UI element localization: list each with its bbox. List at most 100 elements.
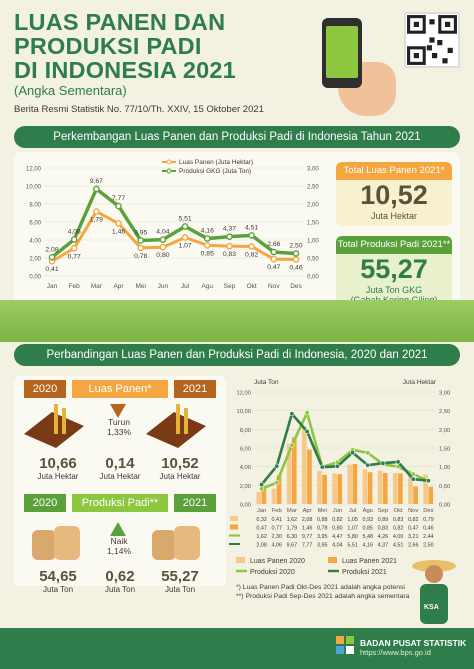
chart1-xtick: Feb: [69, 283, 81, 290]
luas-label: Luas Panen*: [72, 380, 168, 398]
chart2-ytick-left: 12,00: [236, 391, 251, 397]
chart2-point: [380, 460, 386, 466]
chart2-bar: [261, 486, 267, 504]
chart2-xtick: Agu: [363, 508, 373, 514]
chart2-table-cell: 2,50: [423, 543, 434, 549]
chart2-table-cell: 0,46: [423, 526, 434, 532]
chart1-ytick-right: 3,00: [307, 167, 319, 173]
chart2-table-cell: 0,88: [317, 517, 328, 523]
chart1-xtick: Apr: [113, 283, 124, 290]
luas-year-2020: 2020: [24, 380, 66, 398]
chart1-xtick: Jan: [47, 283, 58, 290]
chart2-bar: [347, 464, 353, 504]
chart1-point-luas: [248, 243, 255, 250]
field-2020-icon: [24, 404, 84, 448]
chart2-ytick-left: 8,00: [240, 428, 251, 434]
rice-field-illustration: [0, 300, 474, 342]
chart1-xtick: Sep: [224, 283, 236, 290]
chart2-xtick: Mei: [318, 508, 327, 514]
chart1-label-luas: 0,46: [289, 264, 302, 271]
chart2-ytick-left: 2,00: [240, 484, 251, 490]
chart1-label-luas: 1,79: [90, 217, 103, 224]
chart2-table-cell: 1,05: [347, 517, 358, 523]
chart1-label-luas: 0,82: [245, 251, 258, 258]
bps-url[interactable]: https://www.bps.go.id: [360, 648, 431, 657]
chart2-table-cell: 4,16: [363, 543, 374, 549]
chart1-point-produksi: [248, 232, 255, 239]
title-block: LUAS PANEN DAN PRODUKSI PADI DI INDONESI…: [14, 10, 314, 98]
produksi-2021-value-block: 55,27 Juta Ton: [148, 568, 212, 594]
chart1-point-produksi: [70, 236, 78, 243]
chart2-legend-label: Luas Panen 2021: [342, 558, 397, 565]
chart2-xtick: Apr: [303, 508, 312, 514]
chart2-table-cell: 4,26: [378, 534, 389, 540]
chart2-legend-label: Luas Panen 2020: [250, 558, 305, 565]
chart2-xtick: Jun: [333, 508, 342, 514]
luas-2020-unit: Juta Hektar: [37, 472, 79, 481]
chart1-point-luas: [93, 208, 100, 215]
luas-year-2021: 2021: [174, 380, 216, 398]
chart2-xtick: Mar: [287, 508, 297, 514]
chart1-label-produksi: 4,04: [156, 229, 169, 236]
chart2-bar: [408, 473, 413, 504]
chart2-xtick: Nov: [408, 508, 418, 514]
release-reference: Berita Resmi Statistik No. 77/10/Th. XXI…: [14, 104, 264, 115]
chart2-ytick-right: 3,00: [439, 391, 450, 397]
chart1-xtick: Des: [290, 283, 302, 290]
chart2-bar: [352, 464, 358, 504]
chart1-ytick-left: 2,00: [29, 257, 41, 263]
chart1-label-luas: 0,47: [267, 264, 280, 271]
chart2-bar: [337, 474, 343, 504]
chart2-point: [410, 471, 416, 477]
field-2021-icon: [146, 404, 206, 448]
chart2-ylabel-right: Juta Hektar: [403, 379, 437, 386]
chart2-bar: [332, 473, 337, 504]
produksi-2020-value-block: 54,65 Juta Ton: [26, 568, 90, 594]
chart2-bar: [367, 472, 373, 504]
chart2-point: [289, 411, 295, 417]
chart2-table-key: [230, 524, 238, 530]
luas-2020-value: 10,66: [39, 455, 77, 472]
chart2-point: [274, 480, 280, 486]
total-luas-panen-card: Total Luas Panen 2021* 10,52 Juta Hektar: [336, 162, 452, 226]
chart2-bar: [428, 486, 434, 504]
chart2-bar: [301, 426, 307, 504]
chart1-label-produksi: 7,77: [112, 195, 125, 202]
chart2-point: [425, 478, 431, 484]
chart2-xtick: Okt: [394, 508, 403, 514]
produksi-trend: Naik 1,14%: [96, 536, 142, 556]
produksi-2020-value: 54,65: [39, 568, 77, 585]
chart2-xtick: Jan: [257, 508, 266, 514]
chart2-bar: [286, 443, 292, 504]
chart1-label-produksi: 4,37: [223, 226, 236, 233]
chart1-ytick-left: 12,00: [26, 167, 42, 173]
chart1-point-luas: [137, 244, 145, 252]
chart2-bar: [276, 475, 282, 504]
footer-bar: [0, 628, 474, 669]
chart2-ytick-right: 2,00: [439, 428, 450, 434]
phone-screen-icon: [326, 26, 358, 78]
chart1-label-produksi: 3,95: [134, 229, 147, 236]
chart2-ytick-right: 1,50: [439, 447, 450, 453]
chart2-table-cell: 0,77: [272, 526, 283, 532]
chart1-xtick: Okt: [247, 283, 257, 290]
chart2-point: [289, 442, 295, 448]
arrow-up-icon: [110, 522, 126, 536]
chart2-table-cell: 3,95: [317, 543, 328, 549]
chart1-point-produksi: [48, 253, 56, 261]
arrow-down-icon: [110, 404, 126, 418]
produksi-label: Produksi Padi**: [72, 494, 168, 512]
chart2-table-cell: 1,62: [256, 534, 267, 540]
chart2-xtick: Feb: [272, 508, 282, 514]
chart1-series-line-produksi: [50, 186, 297, 259]
luas-diff-block: 0,14 Juta Hektar: [88, 455, 152, 481]
chart2-table-cell: 2,08: [256, 543, 267, 549]
chart1-point-produksi: [93, 185, 100, 193]
produksi-diff-value: 0,62: [105, 568, 135, 585]
chart2-point: [365, 462, 371, 468]
chart2-legend-label: Produksi 2020: [250, 569, 295, 576]
footnote-2: **) Produksi Padi Sep-Des 2021 adalah an…: [236, 593, 410, 600]
chart1-legend-marker: [166, 159, 172, 165]
chart1-legend-label: Produksi GKG (Juta Ton): [179, 168, 251, 175]
chart2-legend-label: Produksi 2021: [342, 569, 387, 576]
